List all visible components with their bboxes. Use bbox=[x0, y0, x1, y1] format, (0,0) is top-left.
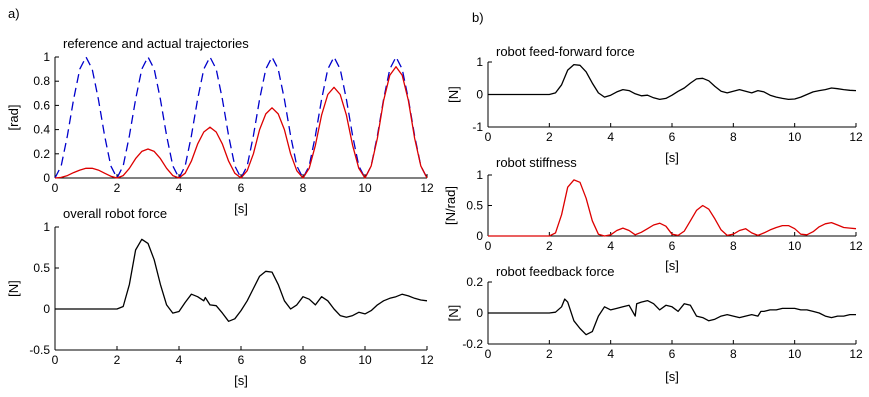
x-tick-label: 8 bbox=[730, 239, 737, 253]
chart-title: overall robot force bbox=[63, 206, 167, 221]
y-tick-label: 1 bbox=[476, 168, 483, 182]
x-axis-label: [s] bbox=[665, 258, 679, 273]
x-tick-label: 12 bbox=[420, 353, 434, 367]
x-tick-label: 8 bbox=[300, 181, 307, 195]
x-tick-label: 4 bbox=[176, 353, 183, 367]
y-tick-label: 0.2 bbox=[33, 147, 50, 161]
chart-title: reference and actual trajectories bbox=[63, 36, 249, 51]
y-tick-label: 1 bbox=[43, 50, 50, 64]
x-tick-label: 4 bbox=[607, 239, 614, 253]
x-tick-label: 6 bbox=[669, 347, 676, 361]
x-tick-label: 2 bbox=[546, 347, 553, 361]
x-tick-label: 0 bbox=[485, 347, 492, 361]
x-axis-label: [s] bbox=[665, 150, 679, 165]
y-tick-label: 0.8 bbox=[33, 74, 50, 88]
x-tick-label: 2 bbox=[546, 239, 553, 253]
x-tick-label: 0 bbox=[52, 181, 59, 195]
y-axis-label: [N] bbox=[446, 305, 461, 322]
y-tick-label: 0 bbox=[43, 302, 50, 316]
series-line-a2-0 bbox=[55, 238, 428, 322]
chart-title: robot stiffness bbox=[496, 155, 577, 170]
y-tick-label: 1 bbox=[476, 55, 483, 69]
x-tick-label: 10 bbox=[788, 347, 802, 361]
y-axis-label: [N] bbox=[446, 86, 461, 103]
x-tick-label: 10 bbox=[358, 181, 372, 195]
x-tick-label: 12 bbox=[849, 347, 863, 361]
x-tick-label: 6 bbox=[669, 239, 676, 253]
x-tick-label: 8 bbox=[300, 353, 307, 367]
y-tick-label: 0 bbox=[476, 229, 483, 243]
x-tick-label: 8 bbox=[730, 347, 737, 361]
x-tick-label: 12 bbox=[420, 181, 434, 195]
series-line-a1-0 bbox=[54, 56, 428, 179]
y-tick-label: 0.5 bbox=[466, 199, 483, 213]
x-tick-label: 6 bbox=[238, 353, 245, 367]
x-tick-label: 0 bbox=[485, 239, 492, 253]
y-tick-label: 0.5 bbox=[33, 261, 50, 275]
y-tick-label: 0 bbox=[43, 171, 50, 185]
x-tick-label: 6 bbox=[669, 130, 676, 144]
panel-b-label: b) bbox=[472, 10, 484, 25]
chart-title: robot feedback force bbox=[496, 264, 615, 279]
y-axis-label: [N] bbox=[6, 280, 21, 297]
y-tick-label: 1 bbox=[43, 220, 50, 234]
x-tick-label: 8 bbox=[730, 130, 737, 144]
x-tick-label: 6 bbox=[238, 181, 245, 195]
y-axis-label: [N/rad] bbox=[443, 186, 458, 225]
x-tick-label: 10 bbox=[358, 353, 372, 367]
x-tick-label: 4 bbox=[176, 181, 183, 195]
x-tick-label: 4 bbox=[607, 347, 614, 361]
x-tick-label: 2 bbox=[546, 130, 553, 144]
y-axis-label: [rad] bbox=[6, 104, 21, 130]
y-tick-label: 0 bbox=[476, 88, 483, 102]
x-tick-label: 12 bbox=[849, 239, 863, 253]
x-tick-label: 2 bbox=[114, 353, 121, 367]
x-tick-label: 12 bbox=[849, 130, 863, 144]
x-axis-label: [s] bbox=[234, 373, 248, 388]
series-line-b3-0 bbox=[488, 298, 856, 336]
chart-title: robot feed-forward force bbox=[496, 44, 635, 59]
series-line-a1-1 bbox=[54, 66, 428, 179]
chart-b2: 0 2 4 6 8 10 12 0 0.5 1 robot stiffness [s] [N/rad] bbox=[443, 155, 863, 273]
y-tick-label: 0.4 bbox=[33, 123, 50, 137]
panel-a-label: a) bbox=[8, 6, 20, 21]
series-line-b2-0 bbox=[488, 179, 857, 237]
y-tick-label: -0.2 bbox=[462, 337, 483, 351]
x-tick-label: 4 bbox=[607, 130, 614, 144]
x-tick-label: 0 bbox=[52, 353, 59, 367]
y-tick-label: -1 bbox=[472, 120, 483, 134]
x-axis-label: [s] bbox=[234, 201, 248, 216]
chart-a1: 0 2 4 6 8 10 12 0 0.2 0.4 0.6 0.8 1 reference and act… bbox=[6, 36, 434, 216]
series-line-b1-0 bbox=[488, 63, 857, 101]
y-tick-label: 0.6 bbox=[33, 98, 50, 112]
x-tick-label: 0 bbox=[485, 130, 492, 144]
x-tick-label: 10 bbox=[788, 239, 802, 253]
y-tick-label: -0.5 bbox=[29, 343, 50, 357]
x-tick-label: 2 bbox=[114, 181, 121, 195]
y-tick-label: 0.2 bbox=[466, 275, 483, 289]
x-axis-label: [s] bbox=[665, 369, 679, 384]
y-tick-label: 0 bbox=[476, 306, 483, 320]
x-tick-label: 10 bbox=[788, 130, 802, 144]
